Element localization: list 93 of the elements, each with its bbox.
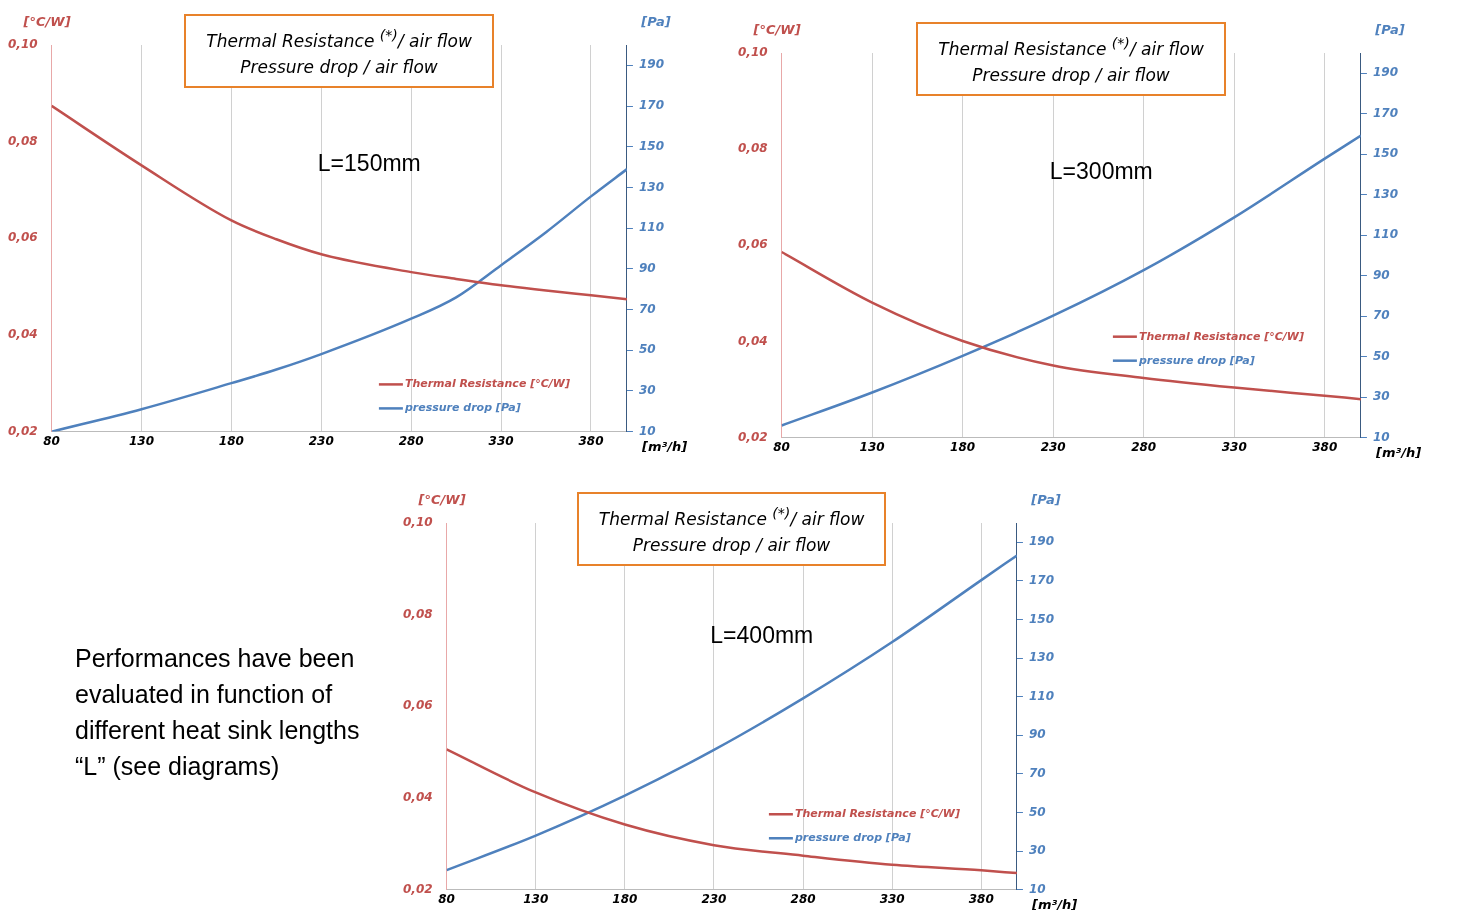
y-tick-label: 0,08 — [738, 141, 768, 156]
y2-tick-label: 190 — [638, 57, 665, 72]
y2-tick-label: 130 — [1028, 650, 1055, 665]
x-tick-label: 80 — [773, 439, 790, 454]
x-tick-label: 330 — [1221, 439, 1247, 454]
annotation: L=400mm — [710, 621, 814, 648]
x-tick-label: 130 — [128, 433, 155, 448]
legend-label: pressure drop [Pa] — [1137, 353, 1255, 367]
y2-tick-label: 110 — [1372, 227, 1399, 242]
y2-tick-label: 110 — [1028, 688, 1055, 703]
x-tick-label: 230 — [1040, 439, 1066, 454]
legend-label: Thermal Resistance [°C/W] — [1138, 329, 1304, 343]
y2-tick-label: 30 — [1372, 389, 1390, 404]
y2-tick-label: 30 — [1028, 843, 1046, 858]
y-tick-label: 0,04 — [403, 790, 433, 805]
text: Performances have been evaluated in function of different heat sink lengths “L” (see diagrams) — [75, 643, 361, 782]
y2-tick-label: 190 — [1028, 534, 1055, 549]
x-tick-label: 280 — [1131, 439, 1157, 454]
y2-tick-label: 130 — [1372, 186, 1399, 201]
y2-tick-label: 170 — [1372, 105, 1399, 120]
y2-tick-label: 130 — [638, 179, 665, 194]
y-axis-title: [°C/W] — [22, 13, 71, 29]
y-tick-label: 0,10 — [738, 45, 768, 60]
y2-tick-label: 170 — [1028, 573, 1055, 588]
y2-tick-label: 110 — [638, 220, 665, 235]
y2-tick-label: 70 — [638, 301, 656, 316]
y-tick-label: 0,02 — [8, 423, 38, 438]
y-tick-label: 0,02 — [738, 429, 768, 444]
y-tick-label: 0,04 — [738, 333, 768, 348]
chart-title: Thermal Resistance $^{(*)}$/ air flow — [206, 27, 472, 51]
annotation: L=150mm — [317, 150, 421, 177]
legend-label: Thermal Resistance [°C/W] — [404, 377, 570, 391]
legend-label: pressure drop [Pa] — [793, 831, 911, 845]
y2-axis-title: [Pa] — [640, 13, 671, 29]
y-tick-label: 0,02 — [403, 881, 433, 896]
y2-tick-label: 30 — [638, 383, 656, 398]
y2-tick-label: 90 — [638, 260, 656, 275]
line-series — [781, 134, 1361, 427]
y2-tick-label: 150 — [1372, 146, 1399, 161]
line-series — [446, 554, 1017, 872]
y2-tick-label: 70 — [1028, 765, 1046, 780]
x-tick-label: 280 — [398, 433, 424, 448]
x-tick-label: 180 — [612, 891, 638, 906]
y2-tick-label: 10 — [638, 423, 656, 438]
x-tick-label: 80 — [438, 891, 455, 906]
x-tick-label: 380 — [1312, 439, 1338, 454]
y2-tick-label: 170 — [638, 98, 665, 113]
y2-tick-label: 50 — [1028, 804, 1046, 819]
x-tick-label: 130 — [859, 439, 885, 454]
x-tick-label: 380 — [578, 433, 604, 448]
y2-tick-label: 50 — [1372, 348, 1390, 363]
y-tick-label: 0,08 — [403, 606, 433, 621]
x-tick-label: 380 — [968, 891, 994, 906]
y2-tick-label: 150 — [638, 138, 665, 153]
y2-tick-label: 10 — [1372, 429, 1390, 444]
legend-label: Thermal Resistance [°C/W] — [794, 807, 960, 821]
y-tick-label: 0,06 — [403, 698, 433, 713]
x-tick-label: 80 — [43, 433, 60, 448]
x-tick-label: 230 — [308, 433, 334, 448]
x-tick-label: 330 — [879, 891, 905, 906]
annotation: L=300mm — [1049, 157, 1153, 184]
y2-tick-label: 90 — [1372, 267, 1390, 282]
y-tick-label: 0,06 — [8, 230, 38, 245]
text: Pressure drop / air flow — [240, 56, 438, 77]
line-series — [446, 748, 1017, 875]
text: Pressure drop / air flow — [632, 534, 831, 555]
text: Pressure drop / air flow — [972, 64, 1170, 85]
y-tick-label: 0,08 — [8, 133, 38, 148]
y-axis-title: [°C/W] — [417, 491, 466, 507]
x-tick-label: 180 — [950, 439, 976, 454]
y2-tick-label: 150 — [1028, 611, 1055, 626]
x-tick-label: 130 — [523, 891, 549, 906]
y-axis-title: [°C/W] — [752, 21, 801, 37]
legend-label: pressure drop [Pa] — [403, 401, 521, 415]
line-series — [781, 250, 1361, 401]
y2-tick-label: 70 — [1372, 308, 1390, 323]
y2-tick-label: 190 — [1372, 65, 1399, 80]
x-tick-label: 180 — [218, 433, 244, 448]
y2-axis-title: [Pa] — [1374, 21, 1405, 37]
chart-title: Thermal Resistance $^{(*)}$/ air flow — [598, 505, 865, 529]
y-tick-label: 0,10 — [403, 515, 433, 530]
line-series — [51, 104, 627, 301]
y-tick-label: 0,06 — [738, 237, 768, 252]
chart-title: Thermal Resistance $^{(*)}$/ air flow — [938, 35, 1204, 59]
y-tick-label: 0,04 — [8, 327, 38, 342]
y-tick-label: 0,10 — [8, 37, 38, 52]
x-tick-label: 230 — [701, 891, 727, 906]
x-tick-label: 280 — [790, 891, 816, 906]
y2-axis-title: [Pa] — [1030, 491, 1061, 507]
y2-tick-label: 10 — [1028, 881, 1046, 896]
y2-tick-label: 50 — [638, 342, 656, 357]
x-tick-label: 330 — [488, 433, 514, 448]
y2-tick-label: 90 — [1028, 727, 1046, 742]
